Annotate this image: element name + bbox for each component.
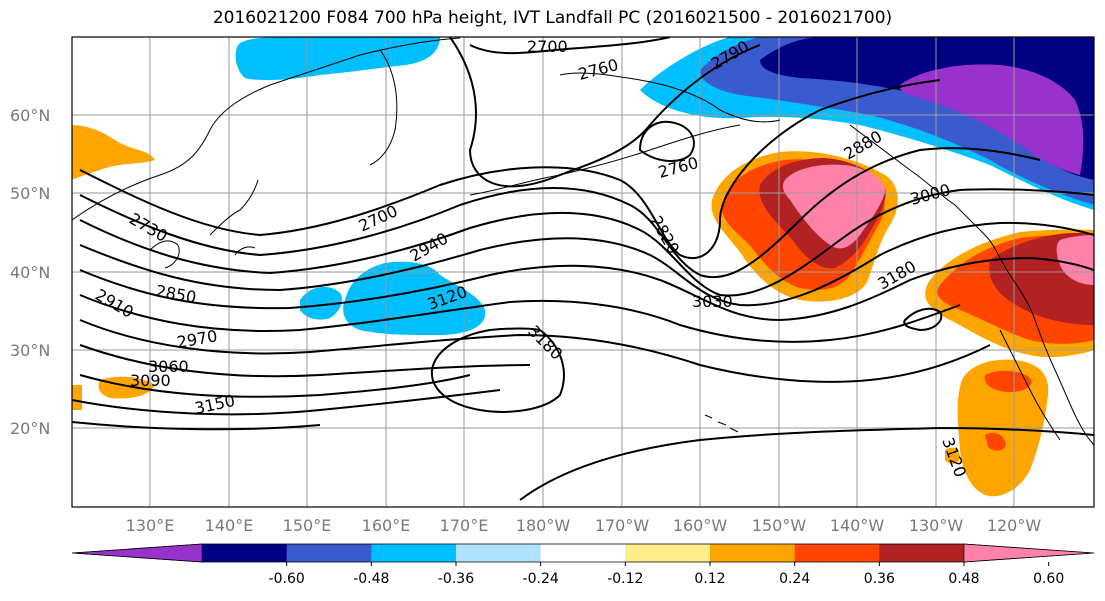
map-area: 2700 2760 2790 2760 2880 3000 2820 2700 …: [72, 37, 1094, 507]
shade-orange-west: [72, 125, 155, 180]
lon-label: 140°W: [830, 516, 885, 535]
shade-orange-sw2: [72, 385, 82, 410]
lat-label: 30°N: [10, 341, 50, 360]
coastlines: [72, 37, 1094, 446]
lon-label: 180°W: [516, 516, 571, 535]
coast-japan: [209, 179, 259, 256]
ivt-shading: [72, 37, 1094, 497]
coast-kamchatka: [369, 49, 398, 166]
coast-nw-america: [849, 124, 1094, 446]
lon-label: 170°E: [440, 516, 489, 535]
coast-asia: [72, 37, 461, 221]
colorbar: -0.60 -0.48 -0.36 -0.24 -0.12 0.12 0.24 0.36 0.4…: [71, 543, 1095, 587]
shade-orange-hawaii: [945, 447, 960, 464]
lon-label: 150°E: [283, 516, 332, 535]
lon-label: 160°E: [362, 516, 411, 535]
colorbar-cell: [540, 544, 626, 562]
height-contours: [72, 37, 1094, 501]
colorbar-tick-label: -0.12: [607, 571, 643, 587]
contour-label: 3060: [148, 357, 189, 376]
coast-baja: [999, 329, 1061, 441]
colorbar-cell: [456, 544, 542, 562]
latitude-labels: 60°N 50°N 40°N 30°N 20°N: [10, 106, 50, 438]
lon-label: 140°E: [205, 516, 254, 535]
colorbar-tick-label: -0.24: [523, 571, 559, 587]
lat-label: 50°N: [10, 184, 50, 203]
lon-label: 120°W: [987, 516, 1042, 535]
lat-label: 20°N: [10, 419, 50, 438]
gridlines: [72, 37, 1094, 507]
colorbar-cell: [794, 544, 880, 562]
colorbar-extend-high: [963, 543, 1095, 563]
lat-label: 40°N: [10, 263, 50, 282]
coast-korea: [149, 240, 180, 269]
longitude-labels: 130°E 140°E 150°E 160°E 170°E 180°W 170°…: [126, 516, 1042, 535]
colorbar-frame: [71, 543, 1095, 563]
shade-blue-kamchatka: [235, 37, 440, 81]
colorbar-tick-label: 0.36: [864, 571, 895, 587]
colorbar-cell: [371, 544, 457, 562]
colorbar-extend-low: [71, 543, 203, 563]
colorbar-tick-label: 0.12: [694, 571, 725, 587]
lat-label: 60°N: [10, 106, 50, 125]
map-frame: [71, 36, 1095, 508]
contour-label: 3030: [692, 292, 733, 311]
coast-hawaii: [704, 414, 739, 433]
shade-purple-north: [899, 64, 1084, 175]
colorbar-tick-label: 0.48: [948, 571, 979, 587]
coast-alaska: [559, 72, 781, 123]
colorbar-cell: [286, 544, 372, 562]
colorbar-tick-label: 0.60: [1033, 571, 1064, 587]
shade-blue-central: [300, 286, 342, 320]
colorbar-tick-label: -0.60: [269, 571, 305, 587]
map-title: 2016021200 F084 700 hPa height, IVT Land…: [212, 8, 893, 28]
lon-label: 150°W: [752, 516, 807, 535]
lon-label: 170°W: [595, 516, 650, 535]
colorbar-tick-label: -0.48: [353, 571, 389, 587]
colorbar-cell: [625, 544, 711, 562]
colorbar-cell: [710, 544, 796, 562]
colorbar-cell: [202, 544, 288, 562]
shade-blue-central2: [343, 261, 486, 335]
contour-label: 3090: [130, 371, 171, 390]
colorbar-tick-label: -0.36: [438, 571, 474, 587]
lon-label: 130°W: [909, 516, 964, 535]
shade-red-mx: [984, 370, 1032, 392]
shade-red-mx2: [985, 433, 1006, 451]
colorbar-tick-label: 0.24: [779, 571, 810, 587]
lon-label: 130°E: [126, 516, 175, 535]
coast-aleutians: [469, 124, 741, 196]
contour-label: 2700: [527, 37, 568, 56]
lon-label: 160°W: [673, 516, 728, 535]
colorbar-cell: [879, 544, 965, 562]
